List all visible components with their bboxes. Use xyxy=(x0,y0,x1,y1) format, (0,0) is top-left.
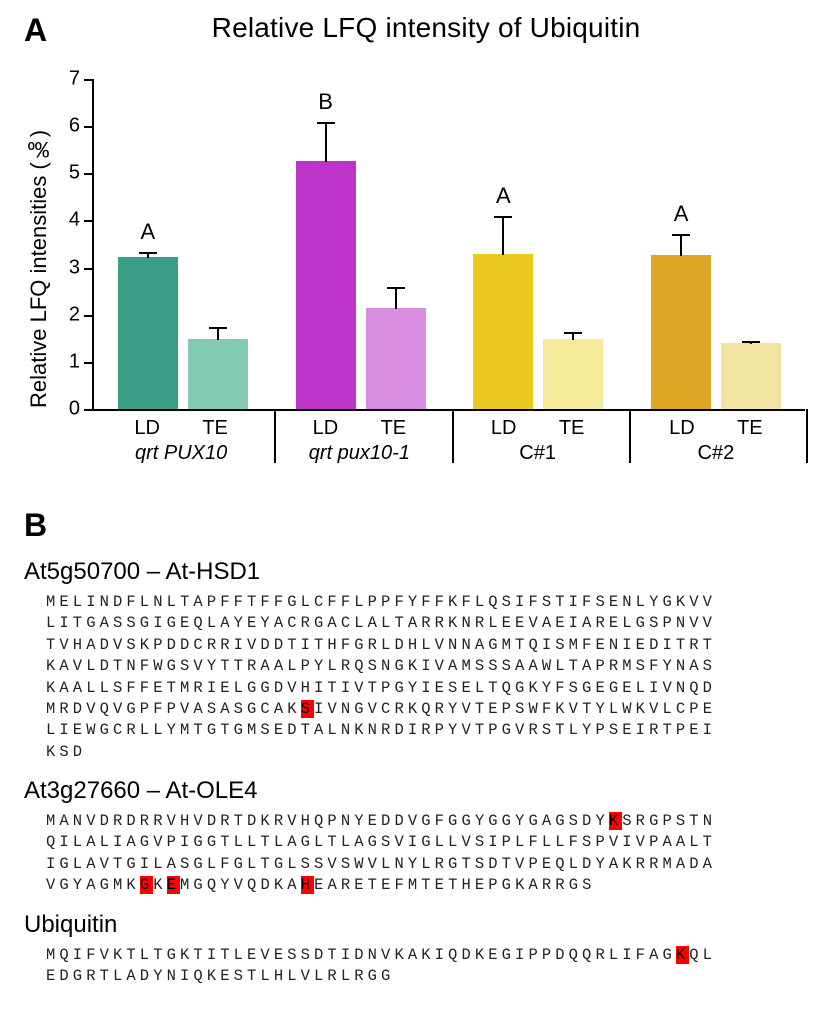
x-cond-label: LD xyxy=(475,417,533,440)
error-cap xyxy=(139,252,157,254)
x-cond-label: LD xyxy=(653,417,711,440)
protein-title: At5g50700 – At-HSD1 xyxy=(24,558,805,586)
bar-group: A xyxy=(118,257,248,409)
bar-group: A xyxy=(473,254,603,409)
significance-letter: A xyxy=(496,183,511,209)
y-tick-label: 6 xyxy=(69,115,80,138)
y-tick-label: 5 xyxy=(69,162,80,185)
protein-sequence: MELINDFLNLTAPFFTFFGLCFFLPPFYFFKFLQSIFSTI… xyxy=(24,592,805,763)
x-cond-label: TE xyxy=(186,417,244,440)
error-cap xyxy=(672,234,690,236)
error-cap xyxy=(387,287,405,289)
bar: A xyxy=(473,254,533,409)
y-tick xyxy=(84,79,94,81)
x-row-conditions: LD TE LD TE LD TE LD TE xyxy=(92,411,805,440)
y-tick-label: 2 xyxy=(69,303,80,326)
error-bar xyxy=(502,217,504,255)
bar: A xyxy=(118,257,178,409)
y-tick xyxy=(84,220,94,222)
error-bar xyxy=(750,342,752,344)
error-bar xyxy=(572,333,574,340)
protein-title: At3g27660 – At-OLE4 xyxy=(24,777,805,805)
x-group-label: qrt pux10-1 xyxy=(296,442,422,465)
bar xyxy=(721,343,781,409)
bar-rect: A xyxy=(473,254,533,409)
y-tick xyxy=(84,126,94,128)
bar: B xyxy=(296,161,356,409)
chart-title: Relative LFQ intensity of Ubiquitin xyxy=(47,12,805,44)
y-tick-label: 1 xyxy=(69,350,80,373)
bar-rect: A xyxy=(118,257,178,409)
error-bar xyxy=(325,123,327,162)
highlight-residue: E xyxy=(167,876,180,894)
significance-letter: B xyxy=(318,89,333,115)
chart-area: Relative LFQ intensities (‰) 01234567 AB… xyxy=(24,49,805,489)
x-axis: LDTELDTELDTELDTEqrt PUX10qrt pux10-1C#1C… xyxy=(92,411,805,465)
plot: ABAA LDTELDTELDTELDTEqrt PUX10qrt pux10-… xyxy=(92,49,805,489)
y-tick xyxy=(84,173,94,175)
highlight-residue: H xyxy=(301,876,314,894)
y-axis-label: Relative LFQ intensities (‰) xyxy=(24,49,52,489)
y-tick xyxy=(84,268,94,270)
y-tick-label: 3 xyxy=(69,256,80,279)
x-row-groups: qrt PUX10 qrt pux10-1 C#1 C#2 xyxy=(92,440,805,465)
error-cap xyxy=(564,332,582,334)
panel-b-label: B xyxy=(24,507,805,544)
error-cap xyxy=(317,122,335,124)
error-cap xyxy=(494,216,512,218)
bar-rect xyxy=(188,339,248,409)
bar-group: B xyxy=(296,161,426,409)
group-divider xyxy=(806,409,808,463)
error-bar xyxy=(680,235,682,256)
proteins-container: At5g50700 – At-HSD1 MELINDFLNLTAPFFTFFGLC… xyxy=(24,558,805,987)
bar-rect xyxy=(543,339,603,409)
bar-group: A xyxy=(651,255,781,409)
y-tick xyxy=(84,362,94,364)
x-cond-label: TE xyxy=(364,417,422,440)
protein-title: Ubiquitin xyxy=(24,911,805,939)
group-divider xyxy=(452,409,454,463)
bar-rect: B xyxy=(296,161,356,409)
panel-a: A Relative LFQ intensity of Ubiquitin Re… xyxy=(24,12,805,489)
y-tick-label: 0 xyxy=(69,398,80,421)
plot-area: ABAA xyxy=(92,79,805,411)
x-cond-label: LD xyxy=(118,417,176,440)
y-tick-label: 4 xyxy=(69,209,80,232)
highlight-residue: S xyxy=(301,700,314,718)
x-cond-label: TE xyxy=(543,417,601,440)
error-bar xyxy=(395,288,397,309)
group-divider xyxy=(274,409,276,463)
x-group-label: qrt PUX10 xyxy=(118,442,244,465)
highlight-residue: G xyxy=(140,876,153,894)
bar xyxy=(366,308,426,409)
highlight-residue: K xyxy=(609,812,622,830)
y-tick xyxy=(84,315,94,317)
x-cond-label: TE xyxy=(721,417,779,440)
significance-letter: A xyxy=(141,219,156,245)
panel-b: B At5g50700 – At-HSD1 MELINDFLNLTAPFFTFFG… xyxy=(24,507,805,987)
bar xyxy=(543,339,603,409)
bar-rect: A xyxy=(651,255,711,409)
bar: A xyxy=(651,255,711,409)
error-cap xyxy=(209,327,227,329)
y-tick xyxy=(84,409,94,411)
bar xyxy=(188,339,248,409)
bar-rect xyxy=(366,308,426,409)
protein-sequence: MQIFVKTLTGKTITLEVESSDTIDNVKAKIQDKEGIPPDQ… xyxy=(24,945,805,988)
error-cap xyxy=(742,341,760,343)
group-divider xyxy=(629,409,631,463)
bars-container: ABAA xyxy=(94,79,805,409)
panel-a-label: A xyxy=(24,12,47,49)
x-cond-label: LD xyxy=(296,417,354,440)
significance-letter: A xyxy=(674,201,689,227)
highlight-residue: K xyxy=(676,946,689,964)
error-bar xyxy=(217,328,219,340)
x-group-label: C#2 xyxy=(653,442,779,465)
x-group-label: C#1 xyxy=(475,442,601,465)
y-tick-label: 7 xyxy=(69,68,80,91)
protein-sequence: MANVDRDRRVHVDRTDKRVHQPNYEDDVGFGGYGGYGAGS… xyxy=(24,811,805,897)
bar-rect xyxy=(721,343,781,409)
error-bar xyxy=(147,253,149,258)
